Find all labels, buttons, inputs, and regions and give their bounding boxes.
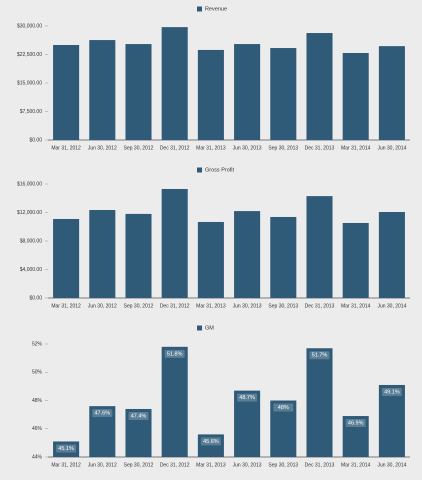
x-tick-label: Mar 31, 2012 (51, 145, 81, 151)
value-label: 51.7% (312, 353, 328, 359)
value-label-bg (56, 444, 77, 453)
x-tick-label: Jun 30, 2013 (233, 462, 262, 468)
x-tick-label: Mar 31, 2012 (51, 462, 81, 468)
value-label: 46.9% (348, 420, 364, 426)
y-tick-label: $16,000.00 (17, 181, 42, 187)
y-tick-label: $15,000.00 (17, 80, 42, 86)
x-tick-label: Sep 30, 2012 (124, 303, 154, 309)
bar (342, 222, 369, 298)
bar (378, 46, 405, 140)
x-tick-label: Jun 30, 2013 (233, 303, 262, 309)
legend-label: Gross Profit (205, 167, 235, 173)
legend-label: GM (205, 325, 214, 331)
x-tick-label: Mar 31, 2013 (196, 145, 226, 151)
y-tick-label: $30,000.00 (17, 23, 42, 29)
x-tick-label: Sep 30, 2013 (268, 462, 298, 468)
bar (197, 49, 224, 140)
x-tick-label: Dec 31, 2012 (160, 303, 190, 309)
x-tick-label: Mar 31, 2012 (51, 303, 81, 309)
y-tick-label: 52% (32, 341, 43, 347)
value-label-bg (273, 403, 294, 412)
bar (89, 210, 116, 298)
value-label-bg (237, 393, 258, 402)
value-label: 45.6% (203, 439, 219, 445)
y-tick-label: $7,500.00 (20, 109, 42, 115)
legend-swatch (197, 325, 202, 331)
bar (378, 384, 405, 457)
legend-swatch (197, 6, 202, 12)
value-label: 51.8% (167, 351, 183, 357)
bar (234, 211, 261, 298)
x-tick-label: Dec 31, 2012 (160, 462, 190, 468)
x-tick-label: Sep 30, 2013 (268, 303, 298, 309)
bar (270, 48, 297, 140)
value-label-bg (128, 411, 149, 420)
x-tick-label: Sep 30, 2012 (124, 462, 154, 468)
bar (306, 348, 333, 457)
y-tick-label: $22,500.00 (17, 52, 42, 58)
x-tick-label: Jun 30, 2012 (88, 303, 117, 309)
value-label-bg (200, 437, 221, 446)
y-tick-label: $0.00 (29, 137, 42, 143)
value-label-bg (381, 387, 402, 396)
bar (53, 218, 80, 298)
value-label-bg (92, 409, 113, 418)
bar (234, 44, 261, 140)
x-tick-label: Mar 31, 2013 (196, 303, 226, 309)
x-tick-label: Jun 30, 2014 (377, 303, 406, 309)
y-tick-label: 44% (32, 454, 43, 460)
value-label: 47.4% (131, 413, 147, 419)
x-tick-label: Jun 30, 2012 (88, 145, 117, 151)
bar (89, 40, 116, 141)
bar (161, 188, 188, 298)
value-label-bg (345, 419, 366, 428)
y-tick-label: 48% (32, 398, 43, 404)
bar (161, 346, 188, 457)
x-tick-label: Dec 31, 2013 (305, 462, 335, 468)
bar (378, 212, 405, 298)
bar (306, 196, 333, 298)
x-tick-label: Mar 31, 2014 (341, 145, 371, 151)
bar (306, 33, 333, 140)
y-tick-label: $12,000.00 (17, 210, 42, 216)
bar (197, 221, 224, 298)
x-tick-label: Mar 31, 2013 (196, 462, 226, 468)
legend-swatch (197, 167, 202, 173)
x-tick-label: Sep 30, 2012 (124, 145, 154, 151)
x-tick-label: Dec 31, 2013 (305, 303, 335, 309)
x-tick-label: Jun 30, 2014 (377, 145, 406, 151)
x-tick-label: Jun 30, 2014 (377, 462, 406, 468)
bar (342, 52, 369, 141)
bar (270, 216, 297, 298)
value-label-bg (309, 351, 330, 360)
y-tick-label: 46% (32, 426, 43, 432)
y-tick-label: $0.00 (29, 295, 42, 301)
x-tick-label: Mar 31, 2014 (341, 462, 371, 468)
value-label: 49.1% (384, 389, 400, 395)
y-tick-label: $4,000.00 (20, 267, 42, 273)
x-tick-label: Mar 31, 2014 (341, 303, 371, 309)
bar (53, 45, 80, 140)
value-label: 45.1% (58, 446, 74, 452)
legend-label: Revenue (205, 6, 227, 12)
y-tick-label: $8,000.00 (20, 238, 42, 244)
value-label-bg (164, 349, 185, 358)
bar (234, 390, 261, 457)
y-tick-label: 50% (32, 370, 43, 376)
x-tick-label: Jun 30, 2013 (233, 145, 262, 151)
value-label: 47.6% (94, 411, 110, 417)
bar (125, 44, 152, 140)
x-tick-label: Jun 30, 2012 (88, 462, 117, 468)
value-label: 48.7% (239, 395, 255, 401)
value-label: 48% (278, 405, 289, 411)
x-tick-label: Dec 31, 2012 (160, 145, 190, 151)
x-tick-label: Sep 30, 2013 (268, 145, 298, 151)
bar (125, 213, 152, 298)
x-tick-label: Dec 31, 2013 (305, 145, 335, 151)
bar (161, 27, 188, 140)
